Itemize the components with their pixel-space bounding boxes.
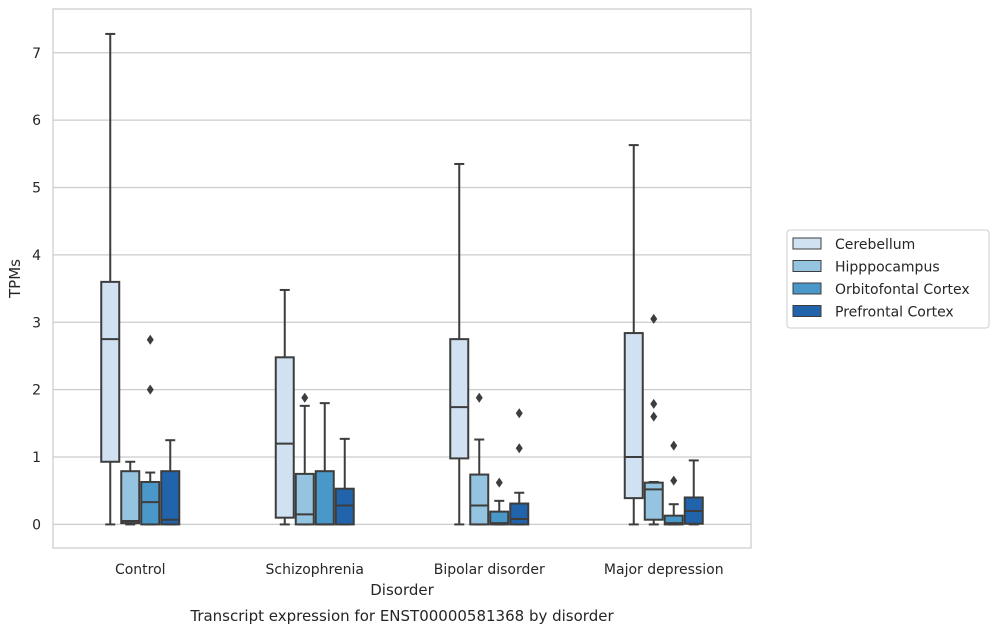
box-iqr (160, 470, 181, 526)
chart-caption: Transcript expression for ENST0000058136… (189, 607, 614, 625)
box-group (469, 392, 490, 526)
plot-area-frame (52, 8, 752, 549)
box-group (160, 439, 181, 526)
y-tick-label: 7 (32, 46, 41, 62)
x-tick-label: Control (115, 562, 166, 578)
outlier-point (515, 408, 523, 419)
outlier-point (146, 384, 154, 395)
outlier-point (495, 477, 503, 488)
box-iqr (294, 472, 315, 526)
y-tick-label: 6 (32, 113, 41, 129)
outlier-point (670, 440, 678, 451)
box-iqr (449, 338, 470, 460)
box-group (683, 459, 704, 526)
x-axis-ticks: Control Schizophrenia Bipolar disorder Majo… (115, 562, 724, 578)
box-iqr (140, 480, 161, 526)
box-group (449, 162, 470, 526)
box-group (274, 288, 295, 526)
box-group (120, 460, 141, 526)
box-group (100, 32, 121, 526)
box-group (509, 408, 530, 526)
legend-swatch (792, 237, 822, 250)
box-iqr (120, 470, 141, 525)
legend-swatch (792, 282, 822, 295)
y-tick-label: 2 (32, 383, 41, 399)
x-axis-title: Disorder (370, 581, 434, 599)
outlier-point (650, 411, 658, 422)
outlier-point (146, 334, 154, 345)
legend-label: Orbitofontal Cortex (835, 282, 970, 298)
y-axis-title: TPMs (6, 259, 24, 299)
y-tick-label: 4 (32, 248, 41, 264)
box-group (334, 437, 355, 526)
box-group (294, 392, 315, 526)
box-iqr (100, 280, 121, 463)
legend-swatch (792, 260, 822, 272)
gridlines (53, 52, 751, 526)
box-iqr (314, 470, 335, 526)
x-tick-label: Bipolar disorder (434, 562, 545, 578)
y-tick-label: 3 (32, 315, 41, 331)
box-iqr (663, 514, 684, 526)
outlier-point (670, 475, 678, 486)
box-iqr (334, 487, 355, 526)
boxes (100, 32, 704, 526)
box-iqr (643, 481, 664, 521)
y-tick-label: 0 (32, 517, 41, 533)
box-group (314, 402, 335, 526)
box-iqr (469, 473, 490, 526)
legend-label: Hipppocampus (835, 260, 940, 276)
x-tick-label: Major depression (604, 562, 724, 578)
x-tick-label: Schizophrenia (266, 562, 364, 578)
box-group (489, 477, 510, 526)
box-group (643, 313, 664, 526)
y-tick-label: 5 (32, 181, 41, 197)
box-iqr (489, 510, 510, 526)
box-iqr (509, 502, 530, 526)
y-axis-ticks: 0 1 2 3 4 5 6 7 (32, 46, 41, 534)
box-group (663, 440, 684, 526)
legend-frame (786, 229, 990, 329)
outlier-point (301, 392, 309, 403)
y-tick-label: 1 (32, 450, 41, 466)
legend-label: Prefrontal Cortex (835, 305, 954, 321)
outlier-point (475, 392, 483, 403)
box-group (140, 334, 161, 526)
box-iqr (274, 356, 295, 519)
outlier-point (650, 398, 658, 409)
box-iqr (623, 332, 644, 500)
legend: Cerebellum Hipppocampus Orbitofontal Corte… (786, 229, 990, 329)
legend-swatch (792, 305, 822, 317)
outlier-point (650, 313, 658, 324)
box-group (623, 144, 644, 526)
legend-label: Cerebellum (835, 237, 915, 253)
outlier-point (515, 443, 523, 454)
